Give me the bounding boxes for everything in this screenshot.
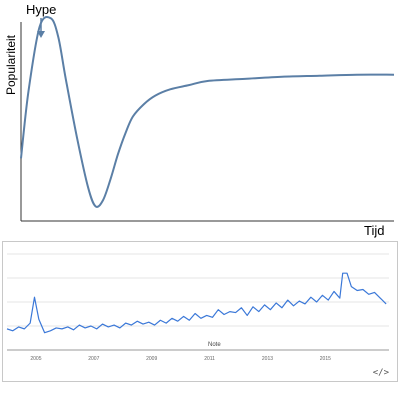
note-label: Note — [208, 342, 221, 348]
embed-code-icon[interactable]: </> — [372, 368, 389, 378]
hype-cycle-chart: Hype Populariteit Tijd — [4, 2, 395, 238]
trends-svg: 2005 2007 2009 2011 2013 2015 — [6, 253, 389, 362]
trends-chart: 2005 2007 2009 2011 2013 2015 Note </> — [2, 241, 398, 382]
hype-cycle-svg — [20, 15, 395, 222]
hype-arrow-head — [37, 31, 45, 38]
x-tick-label: 2013 — [262, 356, 273, 362]
x-tick-label: 2005 — [30, 356, 41, 362]
x-tick-label: 2015 — [320, 356, 331, 362]
trend-series-line — [6, 272, 387, 334]
y-axis-label: Populariteit — [4, 34, 18, 96]
x-tick-label: 2009 — [146, 356, 157, 362]
x-tick-label: 2011 — [204, 356, 215, 362]
hype-curve-line — [20, 15, 395, 208]
hype-annotation: Hype — [26, 2, 57, 17]
x-tick-label: 2007 — [88, 356, 99, 362]
x-axis-label: Tijd — [364, 223, 385, 238]
